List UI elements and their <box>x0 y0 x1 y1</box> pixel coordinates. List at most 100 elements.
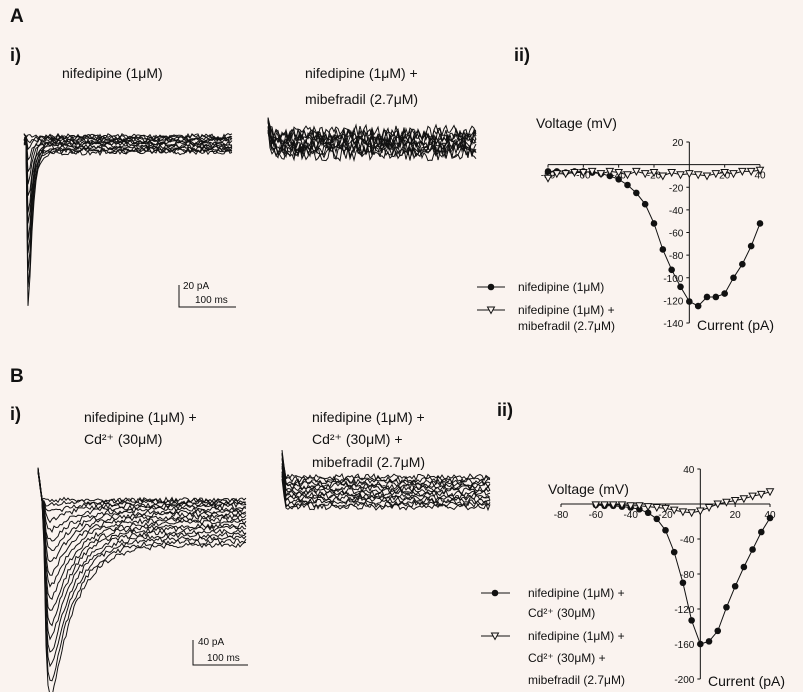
panel-b-traces-sublabel: i) <box>10 404 21 424</box>
y-tick-label: -60 <box>669 229 684 240</box>
data-point <box>720 169 730 178</box>
y-tick-label: -120 <box>663 296 683 307</box>
data-point <box>633 189 640 197</box>
data-point <box>578 169 588 178</box>
panel-a-label: A <box>10 6 24 27</box>
data-point <box>703 293 711 301</box>
data-point <box>684 170 694 179</box>
x-tick-label: 20 <box>730 510 742 521</box>
data-point <box>659 246 667 253</box>
x-tick-label: -80 <box>554 510 569 521</box>
current-trace <box>37 471 247 513</box>
y-tick-label: -120 <box>674 605 694 616</box>
panel-b-cond1-label-line2: Cd²⁺ (30μM) <box>84 431 162 447</box>
data-point <box>766 514 774 522</box>
y-tick-label: 20 <box>672 138 684 149</box>
data-point <box>737 167 747 176</box>
data-point <box>694 302 702 310</box>
panel-b-legend: nifedipine (1μM) + Cd²⁺ (30μM) nifedipin… <box>481 586 625 687</box>
data-point <box>739 260 746 268</box>
data-point <box>757 528 765 536</box>
data-point <box>693 171 703 180</box>
data-point <box>600 501 609 510</box>
current-trace <box>37 468 246 627</box>
data-point <box>635 502 644 511</box>
data-point <box>740 563 748 571</box>
current-trace <box>37 469 247 682</box>
current-trace <box>281 454 491 488</box>
current-trace <box>37 468 247 611</box>
data-point <box>570 169 579 178</box>
panel-a-iv-plot: Voltage (mV) Current (pA) -80 -60 -40 -20 20… <box>536 115 774 333</box>
current-trace <box>37 467 247 542</box>
panel-a-scale-bar: 20 pA 100 ms <box>178 281 236 308</box>
panel-b-scale-y-label: 40 pA <box>198 637 224 648</box>
data-point <box>679 579 687 587</box>
data-point <box>730 497 740 506</box>
panel-a-cond2-label-line1: nifedipine (1μM) + <box>305 65 418 81</box>
data-point <box>749 546 756 553</box>
y-tick-label: -80 <box>669 251 684 262</box>
panel-a-traces-control <box>23 132 233 306</box>
current-trace <box>267 122 477 155</box>
data-point <box>623 171 632 180</box>
current-trace <box>23 142 233 272</box>
panel-b-traces-control <box>37 467 247 692</box>
current-trace <box>37 467 247 534</box>
current-trace <box>281 463 491 496</box>
data-point <box>705 638 713 645</box>
data-point <box>756 220 764 227</box>
data-point <box>608 501 618 510</box>
data-point <box>640 170 650 179</box>
panel-a-iv-ylabel: Current (pA) <box>697 317 774 333</box>
current-trace <box>23 138 233 241</box>
data-point <box>756 490 766 499</box>
panel-b-legend-label-2b: Cd²⁺ (30μM) + <box>528 651 606 665</box>
current-trace <box>267 117 477 146</box>
current-trace <box>37 470 247 653</box>
y-tick-label: -80 <box>680 570 695 581</box>
data-point <box>596 170 606 179</box>
panel-b-legend-label-1a: nifedipine (1μM) + <box>528 586 625 600</box>
panel-b-scale-x-label: 100 ms <box>207 653 240 664</box>
data-point <box>644 509 652 517</box>
panel-a-traces-mibefradil <box>267 117 477 163</box>
data-point <box>695 507 705 516</box>
panel-a-traces-sublabel: i) <box>10 45 21 65</box>
current-trace <box>37 468 247 588</box>
x-tick-label: 40 <box>754 171 766 182</box>
data-point <box>614 169 624 178</box>
y-tick-label: -140 <box>663 319 683 330</box>
current-trace <box>23 136 233 185</box>
current-trace <box>23 140 233 224</box>
x-tick-label: -40 <box>623 510 638 521</box>
current-trace <box>281 467 491 500</box>
data-point <box>626 502 636 511</box>
data-point <box>641 200 649 208</box>
data-point <box>561 170 571 179</box>
data-point <box>587 167 597 176</box>
x-tick-label: -60 <box>589 510 604 521</box>
y-tick-label: -40 <box>669 206 684 217</box>
panel-b-cond2-label-line2: Cd²⁺ (30μM) + <box>312 431 403 447</box>
data-point <box>731 582 739 590</box>
panel-a-iv-sublabel: ii) <box>514 45 530 65</box>
data-point <box>615 176 622 183</box>
panel-b-iv-sublabel: ii) <box>497 400 513 420</box>
data-point <box>746 167 756 176</box>
data-point <box>704 504 714 513</box>
data-point <box>661 504 670 513</box>
panel-a-cond1-label: nifedipine (1μM) <box>62 65 163 81</box>
data-point <box>697 640 704 648</box>
current-trace <box>23 142 233 306</box>
y-tick-label: -20 <box>669 183 684 194</box>
data-point <box>711 170 721 179</box>
data-point <box>652 504 662 513</box>
data-point <box>658 172 668 181</box>
data-point <box>662 526 669 534</box>
panel-b-legend-label-1b: Cd²⁺ (30μM) <box>528 606 595 620</box>
panel-a-cond2-label-line2: mibefradil (2.7μM) <box>305 91 418 107</box>
panel-a-scale-y-label: 20 pA <box>183 281 209 292</box>
data-point <box>649 169 659 178</box>
current-trace <box>37 469 247 507</box>
